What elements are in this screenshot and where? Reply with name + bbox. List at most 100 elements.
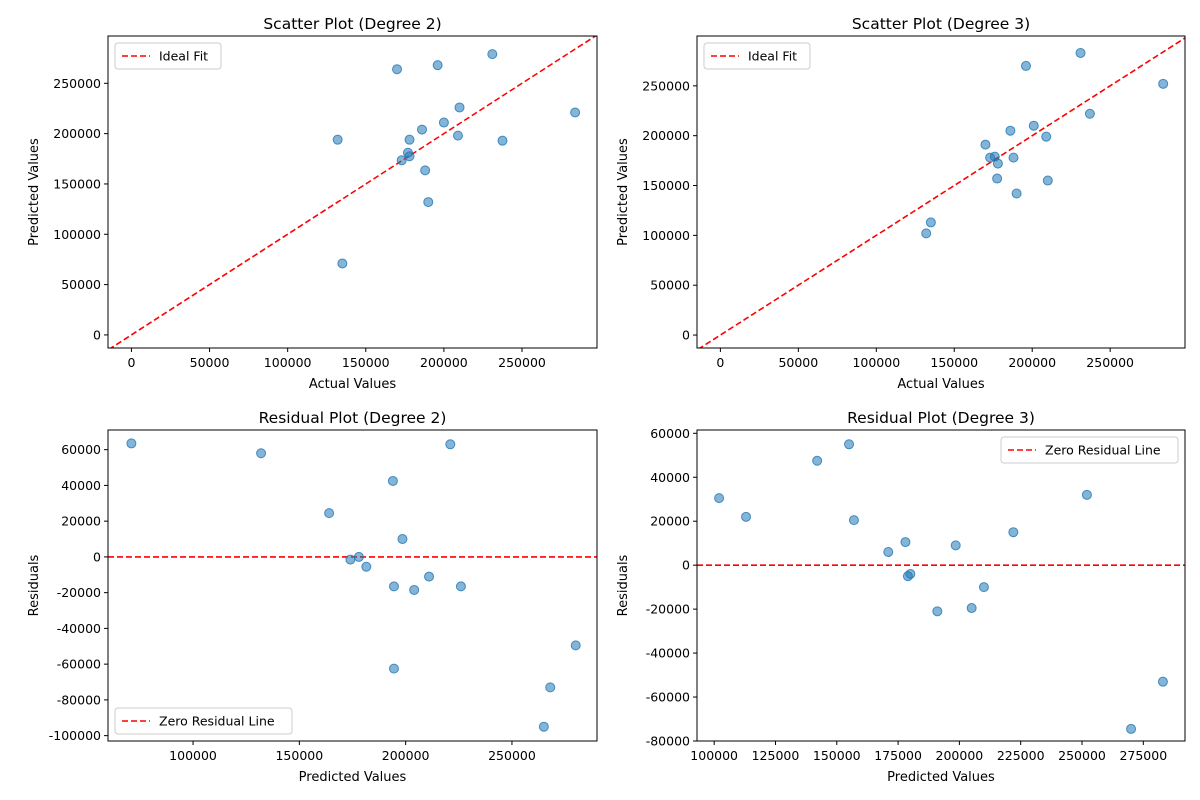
x-tick-label: 0 bbox=[716, 355, 724, 370]
plot-area bbox=[697, 36, 1185, 348]
chart-title: Scatter Plot (Degree 2) bbox=[263, 15, 441, 33]
data-point bbox=[545, 682, 556, 693]
data-point bbox=[1041, 131, 1052, 142]
data-point bbox=[1126, 723, 1137, 734]
y-axis-label: Predicted Values bbox=[27, 138, 42, 246]
x-tick-label: 200000 bbox=[1008, 355, 1056, 370]
x-tick-label: 250000 bbox=[498, 355, 546, 370]
y-tick-label: 50000 bbox=[650, 278, 690, 293]
data-point bbox=[812, 455, 823, 466]
y-tick-label: -20000 bbox=[57, 585, 101, 600]
y-tick-label: 40000 bbox=[650, 470, 690, 485]
data-point bbox=[423, 197, 434, 208]
y-tick-label: -60000 bbox=[57, 657, 101, 672]
y-tick-label: 100000 bbox=[53, 227, 101, 242]
data-point bbox=[950, 540, 961, 551]
y-tick-label: 250000 bbox=[642, 78, 690, 93]
data-point bbox=[397, 534, 408, 545]
y-tick-label: 0 bbox=[682, 328, 690, 343]
x-tick-label: 50000 bbox=[778, 355, 818, 370]
chart-title: Residual Plot (Degree 3) bbox=[847, 409, 1035, 427]
chart-panel-4: 100000 125000 150000 175000 200000 225000 2500… bbox=[616, 409, 1186, 785]
x-tick-label: 200000 bbox=[936, 748, 984, 763]
chart-panel-1: 0 50000 100000 150000 200000 250000 0 50000 1000… bbox=[27, 15, 598, 392]
y-tick-label: 20000 bbox=[61, 514, 101, 529]
y-tick-label: 200000 bbox=[53, 126, 101, 141]
data-point bbox=[980, 139, 991, 150]
y-tick-label: 60000 bbox=[650, 426, 690, 441]
y-tick-label: 60000 bbox=[61, 442, 101, 457]
data-point bbox=[844, 439, 855, 450]
x-tick-label: 50000 bbox=[190, 355, 230, 370]
x-axis-label: Actual Values bbox=[897, 377, 985, 392]
data-point bbox=[332, 134, 343, 145]
x-tick-label: 225000 bbox=[997, 748, 1045, 763]
data-point bbox=[388, 663, 399, 674]
data-point bbox=[445, 439, 456, 450]
x-tick-label: 0 bbox=[127, 355, 135, 370]
data-point bbox=[361, 561, 372, 572]
chart-title: Residual Plot (Degree 2) bbox=[259, 409, 447, 427]
x-tick-label: 250000 bbox=[488, 748, 536, 763]
y-axis-label: Residuals bbox=[616, 554, 631, 616]
legend-box bbox=[703, 42, 811, 70]
chart-panel-3: 100000 150000 200000 250000-100000-80000-60… bbox=[27, 409, 598, 785]
data-point bbox=[452, 130, 463, 141]
data-point bbox=[497, 135, 508, 146]
legend-label: Ideal Fit bbox=[159, 49, 208, 64]
data-point bbox=[921, 228, 932, 239]
data-point bbox=[1020, 60, 1031, 71]
y-tick-label: -40000 bbox=[646, 646, 690, 661]
data-point bbox=[455, 581, 466, 592]
data-point bbox=[992, 173, 1003, 184]
data-point bbox=[1008, 152, 1019, 163]
legend-label: Zero Residual Line bbox=[1045, 443, 1161, 458]
data-point bbox=[409, 584, 420, 595]
data-point bbox=[454, 102, 465, 113]
x-tick-label: 100000 bbox=[169, 748, 217, 763]
y-tick-label: 20000 bbox=[650, 514, 690, 529]
x-axis-label: Predicted Values bbox=[887, 770, 995, 785]
data-point bbox=[570, 107, 581, 118]
x-tick-label: 250000 bbox=[1086, 355, 1134, 370]
data-point bbox=[538, 721, 549, 732]
data-point bbox=[978, 582, 989, 593]
data-point bbox=[1008, 527, 1019, 538]
data-point bbox=[932, 606, 943, 617]
data-point bbox=[387, 475, 398, 486]
data-point bbox=[396, 155, 407, 166]
x-tick-label: 275000 bbox=[1119, 748, 1167, 763]
data-point bbox=[432, 60, 443, 71]
ideal-fit-line bbox=[109, 36, 597, 348]
x-tick-label: 150000 bbox=[342, 355, 390, 370]
data-point bbox=[404, 134, 415, 145]
data-point bbox=[404, 151, 415, 162]
data-point bbox=[883, 546, 894, 557]
chart-panel-2: 0 50000 100000 150000 200000 250000 0 50000 1000… bbox=[616, 15, 1186, 392]
data-point bbox=[1005, 125, 1016, 136]
data-point bbox=[1158, 78, 1169, 89]
data-point bbox=[1084, 108, 1095, 119]
plot-frame bbox=[107, 429, 598, 742]
data-point bbox=[126, 438, 137, 449]
legend-box bbox=[1000, 436, 1179, 464]
data-point bbox=[1042, 175, 1053, 186]
plot-area bbox=[108, 430, 597, 741]
data-point bbox=[487, 49, 498, 60]
y-tick-label: -80000 bbox=[57, 692, 101, 707]
data-point bbox=[714, 493, 725, 504]
data-point bbox=[324, 508, 335, 519]
legend-box bbox=[114, 707, 293, 735]
data-point bbox=[337, 258, 348, 269]
x-tick-label: 250000 bbox=[1058, 748, 1106, 763]
data-point bbox=[392, 64, 403, 75]
plot-frame bbox=[696, 429, 1186, 742]
y-tick-label: 250000 bbox=[53, 76, 101, 91]
x-tick-label: 200000 bbox=[382, 748, 430, 763]
legend-box bbox=[114, 42, 222, 70]
data-point bbox=[848, 515, 859, 526]
x-tick-label: 100000 bbox=[264, 355, 312, 370]
data-point bbox=[992, 158, 1003, 169]
data-point bbox=[1081, 489, 1092, 500]
